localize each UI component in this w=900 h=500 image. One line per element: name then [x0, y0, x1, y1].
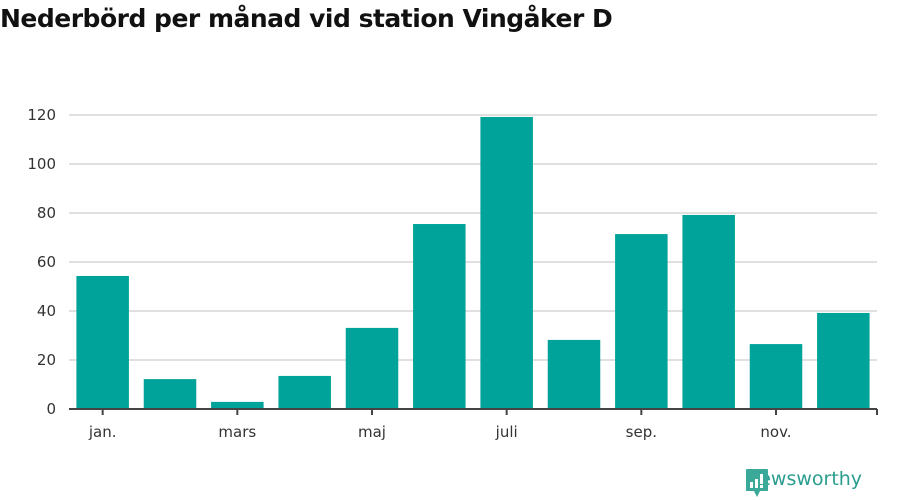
bar-maj[interactable]	[345, 327, 399, 409]
brand-name: Newsworthy	[745, 468, 863, 490]
x-tick-label: nov.	[760, 423, 791, 441]
y-tick-label: 120	[27, 106, 56, 124]
newsworthy-logo-icon	[746, 469, 768, 497]
x-tick-label: jan.	[88, 423, 117, 441]
bar-nov[interactable]	[749, 344, 803, 409]
x-tick-label: maj	[358, 423, 386, 441]
bar-feb[interactable]	[143, 379, 197, 409]
y-tick-label: 80	[37, 204, 56, 222]
x-tick-label: juli	[495, 423, 518, 441]
y-tick-label: 0	[46, 400, 56, 418]
bar-juni[interactable]	[413, 224, 466, 409]
brand-logo: Newsworthy	[745, 468, 863, 497]
bar-apr[interactable]	[278, 375, 331, 409]
y-tick-label: 60	[37, 253, 56, 271]
y-tick-label: 20	[37, 351, 56, 369]
y-tick-label: 100	[27, 155, 56, 173]
bar-aug[interactable]	[547, 339, 601, 409]
bar-mars[interactable]	[211, 401, 264, 409]
bar-okt[interactable]	[682, 214, 735, 409]
bar-jan[interactable]	[76, 275, 129, 409]
bar-sep[interactable]	[615, 234, 668, 409]
x-tick-label: mars	[218, 423, 256, 441]
bar-dec[interactable]	[817, 312, 870, 409]
y-tick-label: 40	[37, 302, 56, 320]
x-tick-label: sep.	[626, 423, 657, 441]
chart-title: Nederbörd per månad vid station Vingåker…	[0, 4, 613, 33]
bar-juli[interactable]	[480, 116, 533, 410]
